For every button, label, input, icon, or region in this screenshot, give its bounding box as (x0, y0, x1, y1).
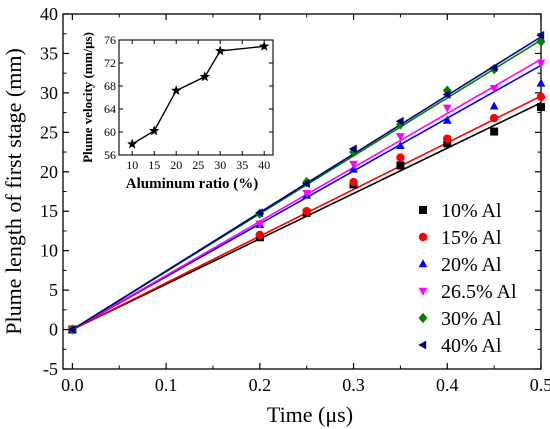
legend-marker-0 (419, 206, 427, 214)
data-point-s5 (395, 116, 404, 126)
data-point-s5 (348, 144, 357, 154)
y-tick-label: 25 (40, 122, 58, 142)
x-tick-label: 0.3 (342, 375, 365, 395)
inset-x-tick-label: 30 (214, 158, 226, 172)
data-point-s0 (396, 161, 405, 170)
y-tick-label: 30 (40, 83, 58, 103)
inset-y-tick-label: 56 (104, 148, 116, 162)
inset-x-tick-label: 15 (148, 158, 160, 172)
data-point-s3 (255, 220, 265, 229)
inset-y-tick-label: 76 (104, 33, 116, 47)
y-tick-label: 40 (40, 4, 58, 24)
legend-marker-2 (418, 259, 428, 268)
data-point-s1 (536, 92, 546, 102)
x-tick-label: 0.5 (530, 375, 550, 395)
data-point-s0 (490, 127, 499, 136)
y-axis-title: Plume length of first stage (mm) (1, 48, 26, 335)
inset-x-tick-label: 35 (236, 158, 248, 172)
inset-y-tick-label: 64 (104, 102, 116, 116)
x-axis-title: Time (μs) (267, 402, 353, 427)
legend-marker-5 (418, 340, 427, 350)
legend-label-0: 10% Al (441, 200, 502, 222)
inset-y-tick-label: 60 (104, 125, 116, 139)
inset-y-axis-title: Plume velocity (mm/μs) (80, 32, 95, 163)
data-point-s3 (536, 59, 546, 68)
data-point-s3 (349, 160, 358, 169)
inset-data-point (259, 40, 270, 51)
inset-series-line (131, 45, 265, 145)
x-tick-label: 0.4 (436, 375, 459, 395)
data-point-s5 (255, 208, 264, 218)
data-point-s3 (442, 104, 452, 113)
y-tick-label: 0 (49, 320, 58, 340)
data-point-s2 (536, 78, 546, 87)
data-point-s5 (536, 30, 545, 40)
inset-data-point (171, 85, 182, 96)
data-point-s4 (349, 146, 358, 158)
inset-data-point (127, 138, 138, 149)
legend-label-3: 26.5% Al (441, 281, 517, 303)
y-tick-label: 5 (49, 280, 58, 300)
y-tick-label: 10 (40, 241, 58, 261)
data-point-s2 (442, 115, 452, 124)
data-point-s5 (67, 325, 76, 334)
y-tick-label: -5 (43, 359, 58, 379)
x-tick-label: 0.2 (249, 375, 272, 395)
main-plot: -5 0 5 10 15 20 25 30 35 40 0.0 0.1 0.2 0.3 0.4 0.5 Time… (1, 4, 550, 427)
data-point-s1 (255, 230, 265, 240)
inset-y-tick-label: 72 (104, 56, 116, 70)
data-point-s5 (489, 63, 498, 73)
legend-marker-1 (418, 232, 428, 242)
legend-marker-3 (418, 287, 428, 296)
data-point-s2 (396, 140, 405, 149)
data-point-s0 (537, 103, 545, 112)
data-point-s1 (489, 113, 499, 123)
legend-label-5: 40% Al (441, 335, 502, 357)
inset-x-axis-title: Aluminum ratio (%) (126, 176, 259, 192)
legend-label-2: 20% Al (441, 254, 502, 276)
data-point-s1 (349, 177, 358, 187)
inset-x-tick-label: 20 (170, 158, 182, 172)
data-point-s5 (442, 90, 451, 99)
inset-y-tick-label: 68 (104, 79, 116, 93)
data-point-s1 (443, 134, 452, 143)
y-tick-label: 20 (40, 162, 58, 182)
data-point-s1 (396, 153, 405, 162)
data-point-s3 (489, 84, 499, 93)
data-point-s1 (302, 207, 311, 216)
legend-marker-4 (418, 312, 428, 324)
x-tick-label: 0.1 (155, 375, 178, 395)
inset-x-tick-label: 10 (126, 158, 138, 172)
inset-data-point (149, 125, 160, 136)
inset-data-point (215, 45, 226, 56)
inset-x-tick-label: 25 (192, 158, 204, 172)
y-tick-label: 35 (40, 43, 58, 63)
inset-data-point (199, 71, 210, 82)
data-point-s4 (536, 36, 546, 47)
inset-x-tick-label: 40 (258, 158, 270, 172)
inset-plot: 56 60 64 68 72 76 10 15 20 25 30 35 40 Aluminum ratio… (80, 32, 274, 192)
data-point-s5 (301, 179, 310, 189)
legend-label-4: 30% Al (441, 308, 502, 330)
data-point-s2 (489, 101, 499, 110)
legend-label-1: 15% Al (441, 227, 502, 249)
y-tick-label: 15 (40, 201, 58, 221)
data-point-s3 (396, 133, 405, 142)
x-tick-label: 0.0 (61, 375, 84, 395)
data-point-s3 (302, 189, 312, 198)
